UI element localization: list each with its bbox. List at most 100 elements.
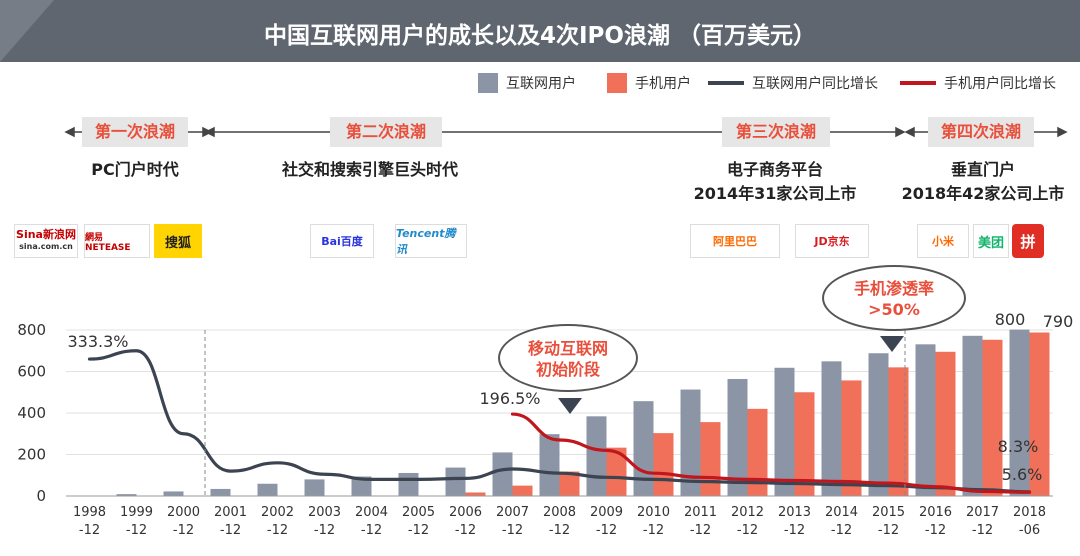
- legend-internet-growth: 互联网用户同比增长: [708, 72, 878, 94]
- x-tick-label-line: -12: [455, 523, 476, 538]
- x-tick-label-line: -12: [925, 523, 946, 538]
- x-tick-label-line: 2010: [637, 505, 670, 520]
- x-tick-label-line: 2005: [402, 505, 435, 520]
- x-tick-label: 2007 -12: [496, 505, 529, 538]
- wave-desc-line: 电子商务平台: [726, 160, 823, 179]
- x-tick-label: 2011 -12: [684, 505, 717, 538]
- wave-label-1: 第一次浪潮: [82, 117, 188, 147]
- x-axis: 1998 -12 1999 -12 2000 -12 2001 -12 2002 -12 2003 -…: [66, 495, 1053, 538]
- x-tick-label: 2018 -06: [1013, 505, 1046, 538]
- sohu-logo: 搜狐: [154, 224, 202, 258]
- bar-internet-users: [915, 344, 936, 496]
- x-tick-label-line: -12: [79, 523, 100, 538]
- data-label: 790: [1043, 312, 1074, 331]
- bar-internet-users: [680, 389, 701, 496]
- bar-mobile-users: [747, 408, 768, 496]
- jd-logo: JD京东: [795, 224, 869, 258]
- x-tick-label-line: -12: [220, 523, 241, 538]
- bar-internet-users: [445, 467, 466, 496]
- x-tick-label-line: 2013: [778, 505, 811, 520]
- baidu-logo: Bai百度: [310, 224, 374, 258]
- legend-swatch: [900, 81, 936, 85]
- x-tick-label-line: 2006: [449, 505, 482, 520]
- bar-internet-users: [492, 452, 513, 496]
- bar-mobile-users: [888, 367, 909, 496]
- wave-label-4: 第四次浪潮: [928, 117, 1034, 147]
- bar-internet-users: [586, 416, 607, 496]
- bar-mobile-users: [794, 392, 815, 496]
- x-tick-label-line: 2012: [731, 505, 764, 520]
- x-tick-label-line: 2003: [308, 505, 341, 520]
- netease-logo: 網易 NETEASE: [84, 224, 150, 258]
- x-tick-label-line: -12: [690, 523, 711, 538]
- x-tick-label: 2015 -12: [872, 505, 905, 538]
- x-tick-label: 2001 -12: [214, 505, 247, 538]
- bubble-line: 初始阶段: [535, 360, 600, 379]
- sina-logo: Sina新浪网 sina.com.cn: [14, 224, 78, 258]
- x-tick-label: 2003 -12: [308, 505, 341, 538]
- data-label: 333.3%: [67, 332, 128, 351]
- x-tick-label-line: -12: [361, 523, 382, 538]
- bar-mobile-users: [982, 339, 1003, 496]
- bar-mobile-users: [465, 492, 486, 496]
- arrow-left-icon: [204, 126, 215, 138]
- bar-internet-users: [210, 488, 231, 496]
- bubble-line: >50%: [868, 300, 920, 319]
- x-tick-label: 2014 -12: [825, 505, 858, 538]
- chart-lines: [87, 349, 1032, 494]
- x-tick-label-line: 2011: [684, 505, 717, 520]
- bar-internet-users: [633, 401, 654, 496]
- legend-label: 互联网用户: [506, 76, 576, 92]
- x-tick-label-line: -12: [972, 523, 993, 538]
- x-tick-label-line: 2004: [355, 505, 388, 520]
- alibaba-logo: 阿里巴巴: [690, 224, 780, 258]
- x-tick-label-line: 1999: [120, 505, 153, 520]
- x-tick-label-line: -12: [173, 523, 194, 538]
- x-tick-label: 2009 -12: [590, 505, 623, 538]
- line-internet-growth: [87, 349, 1032, 494]
- bar-mobile-users: [935, 351, 956, 496]
- bar-internet-users: [727, 378, 748, 496]
- y-axis: 0 200 400 600 800: [17, 321, 46, 505]
- x-tick-label-line: -12: [408, 523, 429, 538]
- meituan-logo: 美团: [973, 224, 1009, 258]
- wave-desc-line: 垂直门户: [950, 160, 1015, 179]
- x-tick-label-line: -12: [737, 523, 758, 538]
- wave-desc-4: 垂直门户 2018年42家公司上市: [888, 158, 1078, 206]
- data-label: 5.6%: [1002, 465, 1043, 484]
- wave-desc-3: 电子商务平台 2014年31家公司上市: [680, 158, 870, 206]
- x-tick-label-line: 1998: [73, 505, 106, 520]
- chart-data-labels: 333.3% 196.5% 800 790 8.3% 5.6%: [67, 310, 1073, 484]
- arrow-left-icon: [904, 126, 915, 138]
- x-tick-label-line: 2000: [167, 505, 200, 520]
- x-tick-label-line: -12: [549, 523, 570, 538]
- bar-mobile-users: [1029, 332, 1050, 496]
- x-tick-label-line: -12: [596, 523, 617, 538]
- x-tick-label-line: 2017: [966, 505, 999, 520]
- legend-swatch: [708, 81, 744, 85]
- bubble-line: 移动互联网: [527, 339, 608, 358]
- xiaomi-logo: 小米: [917, 224, 969, 258]
- x-tick-label-line: 2018: [1013, 505, 1046, 520]
- pointer-triangle-icon: [558, 398, 582, 414]
- arrow-right-icon: [1057, 126, 1068, 138]
- legend-internet-users: 互联网用户: [478, 72, 576, 94]
- bar-mobile-users: [559, 471, 580, 496]
- bar-mobile-users: [700, 422, 721, 496]
- x-tick-label-line: 2009: [590, 505, 623, 520]
- page-title: 中国互联网用户的成长以及4次IPO浪潮 （百万美元）: [264, 23, 816, 49]
- x-tick-label: 2016 -12: [919, 505, 952, 538]
- x-tick-label: 2012 -12: [731, 505, 764, 538]
- x-tick-label-line: 2015: [872, 505, 905, 520]
- x-tick-label: 2005 -12: [402, 505, 435, 538]
- x-tick-label: 2006 -12: [449, 505, 482, 538]
- y-tick-label: 400: [17, 404, 46, 422]
- wave-label-2: 第二次浪潮: [330, 117, 442, 147]
- data-label: 196.5%: [479, 389, 540, 408]
- x-tick-label: 1998 -12: [73, 505, 106, 538]
- x-tick-label-line: -12: [643, 523, 664, 538]
- wave-desc-line: 2018年42家公司上市: [901, 184, 1065, 203]
- bar-mobile-users: [606, 447, 627, 496]
- x-tick-label: 2002 -12: [261, 505, 294, 538]
- y-tick-label: 200: [17, 446, 46, 464]
